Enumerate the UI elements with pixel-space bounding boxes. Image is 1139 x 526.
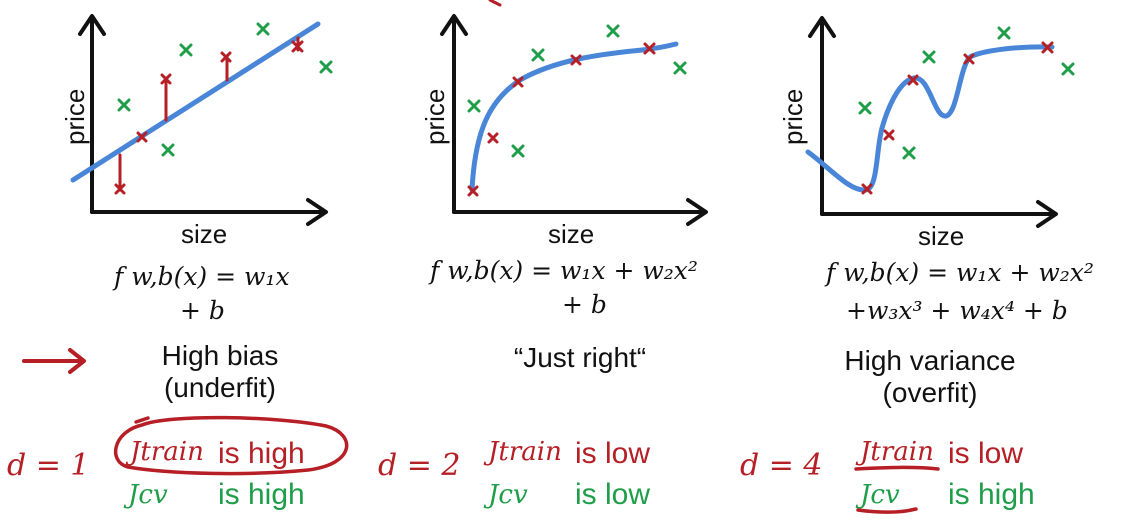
y-axis-label: price — [60, 88, 90, 145]
cv-points — [858, 26, 1075, 160]
training-points — [467, 42, 656, 197]
cv-points — [467, 24, 687, 158]
degree-label: d = 2 — [378, 448, 461, 483]
jtrain-label: Jtrain — [488, 437, 562, 467]
axes — [808, 16, 1058, 228]
underline-marks — [854, 465, 940, 514]
jcv-label: Jcv — [860, 480, 900, 510]
quadratic-fit-curve — [469, 41, 679, 193]
x-axis-label: size — [181, 219, 228, 249]
degree-label: d = 1 — [7, 448, 90, 483]
formula-line-2: + b — [180, 296, 225, 325]
model-formula: f w,b(x) = w₁x + w₂x² — [430, 256, 698, 285]
jtrain-status: is high — [218, 437, 305, 470]
formula-line-1: f w,b(x) = w₁x — [114, 262, 290, 291]
x-axis-label: size — [548, 219, 595, 249]
cv-points — [117, 22, 333, 157]
fit-description-overfit: High variance (overfit) — [830, 345, 1030, 409]
jtrain-label: Jtrain — [130, 437, 204, 467]
formula-line-2: + b — [562, 290, 607, 319]
highlight-ellipse — [113, 415, 349, 476]
residual-lines — [118, 36, 300, 192]
underfit-plot — [70, 14, 333, 226]
fit-title: High bias — [161, 340, 279, 371]
quartic-fit-curve — [805, 44, 1055, 193]
fit-description-just-right: “Just right“ — [470, 342, 690, 374]
cropped-red-mark — [488, 0, 502, 7]
axes — [440, 14, 708, 226]
jtrain-status: is low — [948, 437, 1024, 470]
jcv-status: is high — [948, 478, 1035, 511]
formula-line-1: f w,b(x) = w₁x + w₂x² — [826, 258, 1094, 287]
just-right-plot — [440, 14, 708, 226]
jtrain-status: is low — [575, 437, 651, 470]
formula-line-2: +w₃x³ + w₄x⁴ + b — [846, 296, 1068, 325]
fit-subtitle: (underfit) — [163, 372, 277, 403]
axes — [78, 14, 328, 226]
training-points — [114, 40, 304, 195]
fit-title: High variance — [844, 345, 1016, 376]
fit-subtitle: (overfit) — [882, 377, 978, 408]
model-formula: f w,b(x) = w₁x + w₂x² — [826, 258, 1094, 287]
y-axis-label: price — [420, 88, 450, 145]
jcv-status: is high — [218, 478, 305, 511]
degree-label: d = 4 — [740, 448, 823, 483]
jcv-label: Jcv — [488, 480, 528, 510]
formula-line-1: f w,b(x) = w₁x + w₂x² — [430, 256, 698, 285]
overfit-plot — [805, 16, 1075, 228]
right-arrow-icon — [22, 348, 86, 374]
jtrain-label: Jtrain — [860, 437, 934, 467]
fit-description-underfit: High bias (underfit) — [130, 340, 310, 404]
fit-title: “Just right“ — [513, 342, 647, 373]
training-points — [861, 41, 1054, 195]
jcv-status: is low — [575, 478, 651, 511]
jcv-label: Jcv — [128, 480, 168, 510]
linear-fit-line — [70, 21, 321, 183]
x-axis-label: size — [918, 221, 965, 251]
model-formula: f w,b(x) = w₁x — [114, 262, 290, 291]
y-axis-label: price — [778, 88, 808, 145]
